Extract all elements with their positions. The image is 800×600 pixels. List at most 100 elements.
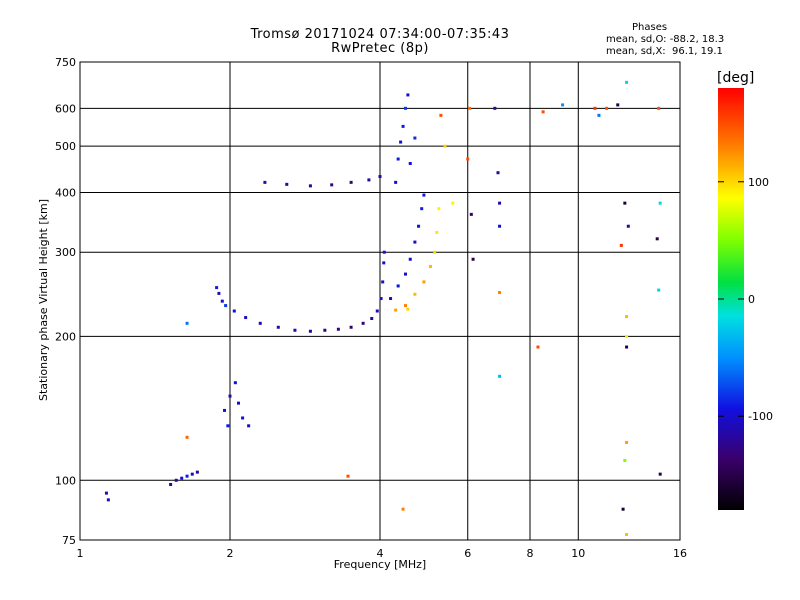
data-point xyxy=(443,144,447,148)
x-tick-label: 2 xyxy=(227,547,234,560)
data-point xyxy=(657,288,661,292)
data-point xyxy=(228,394,232,398)
data-point xyxy=(396,157,400,161)
data-point xyxy=(408,161,412,165)
data-point xyxy=(220,299,224,303)
data-point xyxy=(658,472,662,476)
data-point xyxy=(469,212,473,216)
data-point xyxy=(308,184,312,188)
x-tick-label: 1 xyxy=(77,547,84,560)
data-point xyxy=(468,106,472,110)
data-point xyxy=(378,175,382,179)
data-point xyxy=(406,307,410,311)
grid-lines xyxy=(80,62,680,540)
data-point xyxy=(413,292,417,296)
data-point xyxy=(394,180,398,184)
x-tick-label: 10 xyxy=(571,547,585,560)
data-point xyxy=(293,328,297,332)
data-point xyxy=(195,470,199,474)
data-point xyxy=(190,472,194,476)
data-point xyxy=(428,265,432,269)
data-point xyxy=(330,183,334,187)
y-tick-label: 600 xyxy=(55,102,76,115)
data-point xyxy=(349,180,353,184)
data-point xyxy=(437,207,441,211)
data-point xyxy=(439,113,443,117)
data-point xyxy=(413,240,417,244)
data-point xyxy=(174,478,178,482)
data-point xyxy=(223,408,227,412)
data-point xyxy=(106,498,110,502)
data-point xyxy=(597,113,601,117)
plot-frame xyxy=(79,61,681,541)
data-point xyxy=(349,325,353,329)
data-point xyxy=(625,334,629,338)
x-tick-label: 6 xyxy=(464,547,471,560)
data-point xyxy=(422,193,426,197)
data-point xyxy=(420,207,424,211)
data-points xyxy=(104,80,662,537)
data-point xyxy=(180,476,184,480)
y-axis-label: Stationary phase Virtual Height [km] xyxy=(37,199,50,401)
data-point xyxy=(655,237,659,241)
data-point xyxy=(625,315,629,319)
y-tick-labels: 75 100 200 300 400 500 600 750 xyxy=(55,56,76,547)
data-point xyxy=(263,180,267,184)
data-point xyxy=(471,257,475,261)
data-point xyxy=(185,474,189,478)
data-point xyxy=(217,291,221,295)
x-axis-label: Frequency [MHz] xyxy=(334,558,426,571)
y-tick-label: 750 xyxy=(55,56,76,69)
data-point xyxy=(367,178,371,182)
data-point xyxy=(621,507,625,511)
data-point xyxy=(406,93,410,97)
data-point xyxy=(593,106,597,110)
data-point xyxy=(623,458,627,462)
data-point xyxy=(185,321,189,325)
data-point xyxy=(399,140,403,144)
data-point xyxy=(536,345,540,349)
data-point xyxy=(401,124,405,128)
data-point xyxy=(625,80,629,84)
data-point xyxy=(258,321,262,325)
data-point xyxy=(433,250,437,254)
data-point xyxy=(323,328,327,332)
data-point xyxy=(396,284,400,288)
data-point xyxy=(285,182,289,186)
data-point xyxy=(498,374,502,378)
data-point xyxy=(625,533,629,537)
data-point xyxy=(541,110,545,114)
data-point xyxy=(247,424,251,428)
x-tick-label: 16 xyxy=(673,547,687,560)
data-point xyxy=(626,224,630,228)
data-point xyxy=(382,261,386,265)
y-tick-label: 75 xyxy=(62,534,76,547)
data-point xyxy=(381,280,385,284)
data-point xyxy=(658,201,662,205)
data-point xyxy=(241,416,245,420)
data-point xyxy=(224,304,228,308)
data-point xyxy=(244,316,248,320)
data-point xyxy=(276,325,280,329)
data-point xyxy=(394,308,398,312)
data-point xyxy=(226,424,230,428)
data-point xyxy=(413,136,417,140)
data-point xyxy=(561,103,565,107)
colorbar-ticks: 100 0 -100 xyxy=(718,176,773,423)
data-point xyxy=(408,257,412,261)
data-point xyxy=(625,440,629,444)
data-point xyxy=(403,304,407,308)
data-point xyxy=(215,286,219,290)
data-point xyxy=(370,316,374,320)
colorbar-tick-label: -100 xyxy=(748,410,773,423)
data-point xyxy=(236,401,240,405)
chart-title-line2: RwPretec (8p) xyxy=(331,41,429,56)
data-point xyxy=(401,507,405,511)
data-point xyxy=(605,106,609,110)
y-tick-label: 300 xyxy=(55,246,76,259)
data-point xyxy=(498,291,502,295)
data-point xyxy=(435,230,439,234)
data-point xyxy=(233,381,237,385)
x-tick-labels: 1 2 4 6 8 10 16 xyxy=(77,547,688,560)
data-point xyxy=(498,224,502,228)
